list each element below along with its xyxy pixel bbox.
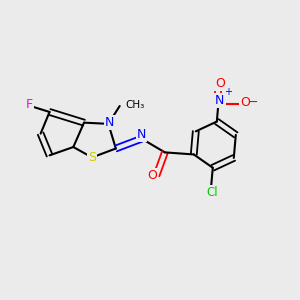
Text: +: + xyxy=(224,88,232,98)
Text: N: N xyxy=(105,116,115,129)
Text: O: O xyxy=(240,96,250,109)
Text: N: N xyxy=(137,128,146,141)
Text: N: N xyxy=(215,94,224,107)
Text: Cl: Cl xyxy=(207,186,218,200)
Text: −: − xyxy=(248,96,259,109)
Text: F: F xyxy=(26,98,33,111)
Text: S: S xyxy=(88,151,96,164)
Text: CH₃: CH₃ xyxy=(125,100,144,110)
Text: O: O xyxy=(147,169,157,182)
Text: O: O xyxy=(215,77,225,90)
